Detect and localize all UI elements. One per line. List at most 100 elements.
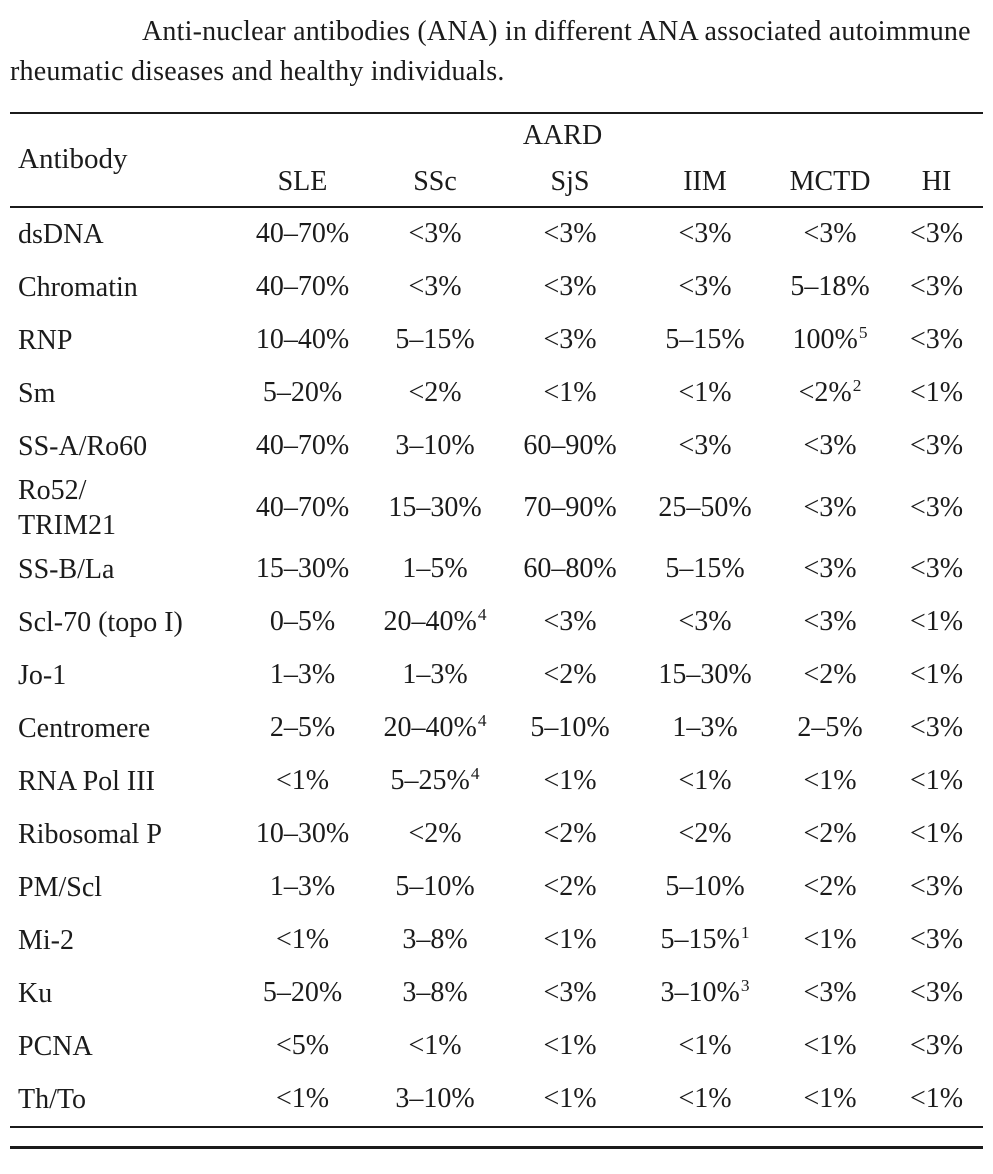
footnote-marker: 4 [477, 710, 487, 730]
value-cell: 5–15% [395, 324, 475, 355]
value-cell: <1% [275, 924, 330, 955]
value-cell: <2% [803, 659, 857, 690]
table-row: PM/Scl 1–3% 5–10% <2% 5–10% <2% <3% [10, 861, 983, 914]
value-cell: <1% [543, 1083, 597, 1114]
table-body: dsDNA 40–70% <3% <3% <3% <3% <3% Chromatin 40–70… [10, 207, 983, 1127]
value-cell: <3% [909, 271, 964, 302]
antibody-name: SS-B/La [18, 553, 115, 585]
value-cell: 5–15%1 [660, 922, 750, 955]
value-cell: 5–20% [262, 377, 343, 408]
value-cell: <3% [909, 871, 964, 902]
column-header-mctd: MCTD [789, 165, 871, 197]
footnote-marker: 3 [740, 975, 750, 995]
value-cell: <1% [678, 765, 732, 796]
value-cell: <1% [909, 818, 964, 849]
value-cell: <3% [909, 1030, 964, 1061]
antibody-name: PCNA [18, 1030, 93, 1062]
antibody-name: Ku [18, 977, 53, 1009]
value-cell: <3% [909, 712, 964, 743]
value-cell: 60–80% [523, 553, 617, 584]
table-row: Centromere 2–5% 20–40%4 5–10% 1–3% 2–5% <3% [10, 702, 983, 755]
table-row: PCNA <5% <1% <1% <1% <1% <3% [10, 1020, 983, 1073]
value-cell: <1% [803, 1030, 857, 1061]
value-cell: <1% [909, 606, 964, 637]
value-cell: <1% [909, 1083, 964, 1114]
value-cell: 1–3% [269, 871, 336, 902]
value-cell: <1% [543, 924, 597, 955]
value-cell: <3% [909, 491, 964, 523]
antibody-name: Mi-2 [18, 924, 74, 956]
value-cell: 3–10% [395, 430, 475, 461]
value-cell: <3% [408, 271, 462, 302]
value-cell: 3–10%3 [660, 975, 750, 1008]
value-cell: 15–30% [388, 491, 482, 523]
value-cell: 10–30% [255, 818, 350, 849]
value-cell: <3% [803, 491, 857, 523]
value-cell: 25–50% [658, 491, 752, 523]
value-cell: <2% [543, 871, 597, 902]
value-cell: 70–90% [523, 491, 617, 523]
value-cell: <3% [543, 606, 597, 637]
value-cell: 1–3% [269, 659, 336, 690]
value-cell: <3% [909, 218, 964, 249]
antibody-name: Scl-70 (topo I) [18, 606, 183, 638]
value-cell: 3–8% [402, 977, 468, 1008]
value-cell: 5–15% [665, 324, 745, 355]
value-cell: 100%5 [792, 322, 868, 355]
value-cell: <2% [543, 818, 597, 849]
value-cell: 15–30% [658, 659, 752, 690]
value-cell: <3% [909, 977, 964, 1008]
antibody-name: RNP [18, 324, 73, 356]
value-cell: <1% [678, 377, 732, 408]
value-cell: 5–10% [530, 712, 610, 743]
value-cell: 40–70% [255, 271, 350, 302]
value-cell: <3% [543, 324, 597, 355]
value-cell: <3% [909, 430, 964, 461]
value-cell: <3% [678, 606, 732, 637]
table-row: SS-B/La 15–30% 1–5% 60–80% 5–15% <3% <3% [10, 543, 983, 596]
antibody-name: PM/Scl [18, 871, 103, 903]
value-cell: 3–8% [402, 924, 468, 955]
value-cell: <3% [803, 977, 857, 1008]
value-cell: <1% [909, 377, 964, 408]
value-cell: <1% [803, 765, 857, 796]
antibody-name: RNA Pol III [18, 765, 155, 797]
value-cell: <3% [909, 924, 964, 955]
antibody-name: Ro52/ TRIM21 [18, 474, 116, 541]
value-cell: <2% [408, 818, 462, 849]
antibody-column-header: Antibody [18, 143, 128, 175]
value-cell: 5–20% [262, 977, 343, 1008]
column-header-sle: SLE [277, 165, 328, 197]
table-row: Ribosomal P 10–30% <2% <2% <2% <2% <1% [10, 808, 983, 861]
value-cell: <1% [678, 1030, 732, 1061]
table-bottom-rule [10, 1145, 983, 1149]
antibody-name: Sm [18, 377, 56, 409]
value-cell: 10–40% [255, 324, 350, 355]
table-row: Sm 5–20% <2% <1% <1% <2%2 <1% [10, 367, 983, 420]
value-cell: 15–30% [255, 553, 350, 584]
antibody-name: Chromatin [18, 271, 138, 303]
ana-prevalence-table: Antibody AARD SLE SSc SjS IIM MCTD HI dsDNA 40… [10, 111, 984, 1128]
antibody-name: Ribosomal P [18, 818, 162, 850]
value-cell: 1–5% [402, 553, 468, 584]
value-cell: <2% [803, 818, 857, 849]
value-cell: <3% [543, 977, 597, 1008]
value-cell: <1% [275, 765, 330, 796]
value-cell: <5% [275, 1030, 330, 1061]
value-cell: <1% [803, 1083, 857, 1114]
value-cell: <3% [803, 606, 857, 637]
value-cell: <3% [408, 218, 462, 249]
value-cell: 60–90% [523, 430, 617, 461]
value-cell: <1% [543, 377, 597, 408]
table-row: Mi-2 <1% 3–8% <1% 5–15%1 <1% <3% [10, 914, 983, 967]
value-cell: <3% [803, 430, 857, 461]
hi-group-spacer [890, 113, 983, 158]
value-cell: 0–5% [269, 606, 336, 637]
value-cell: <3% [909, 324, 964, 355]
value-cell: <1% [678, 1083, 732, 1114]
value-cell: <2%2 [798, 375, 862, 408]
value-cell: 5–10% [395, 871, 475, 902]
value-cell: <3% [678, 271, 732, 302]
value-cell: 1–3% [402, 659, 468, 690]
value-cell: <1% [803, 924, 857, 955]
